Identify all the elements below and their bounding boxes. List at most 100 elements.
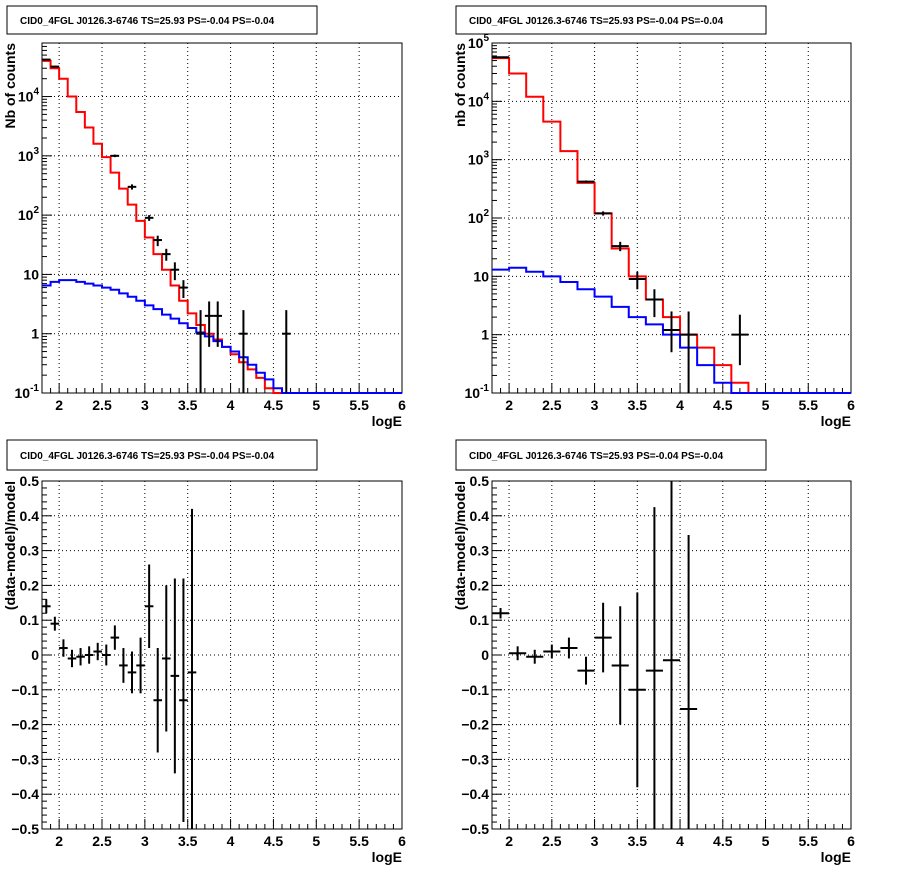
- title-box: [455, 439, 767, 471]
- y-tick-label: 0.1: [470, 612, 490, 628]
- series-source-model: [492, 266, 851, 394]
- x-axis-label: logE: [372, 413, 402, 429]
- data-point: [204, 301, 214, 347]
- y-tick-label: −0.4: [11, 786, 39, 802]
- chart-title: CID0_4FGL J0126.3-6746 TS=25.93 PS=-0.04…: [20, 16, 275, 27]
- y-axis-label: (data-model)/model: [2, 481, 18, 610]
- y-tick-label: −0.1: [461, 682, 489, 698]
- residual-point: [76, 648, 85, 666]
- x-tick-label: 4.5: [264, 833, 284, 849]
- residual-point: [628, 592, 646, 788]
- title-box: [6, 5, 318, 35]
- y-tick-label: 105: [468, 33, 490, 51]
- y-tick-label: 0.1: [20, 612, 40, 628]
- residual-point: [67, 649, 77, 668]
- x-tick-label: 3.5: [178, 833, 198, 849]
- data-point: [282, 310, 291, 393]
- y-tick-label: 102: [468, 208, 490, 226]
- x-tick-label: 3.5: [178, 397, 198, 413]
- data-point: [162, 248, 171, 261]
- x-tick-label: 2: [505, 833, 513, 849]
- x-tick-label: 4.5: [713, 833, 733, 849]
- y-tick-label: 0.4: [20, 508, 40, 524]
- y-tick-label: 0: [481, 647, 489, 663]
- data-point: [144, 215, 154, 221]
- residual-point: [543, 644, 561, 659]
- y-tick-label: −0.2: [11, 717, 39, 733]
- x-tick-label: 3: [141, 833, 149, 849]
- y-axis-label: nb of counts: [452, 43, 468, 127]
- residual-point: [594, 602, 612, 673]
- data-point: [680, 311, 698, 393]
- x-tick-label: 2: [55, 397, 63, 413]
- y-tick-label: 0.2: [470, 577, 490, 593]
- y-axis-label: Nb of counts: [2, 43, 18, 129]
- chart-panel-bottom-left: CID0_4FGL J0126.3-6746 TS=25.93 PS=-0.04…: [2, 439, 406, 865]
- y-tick-label: 103: [18, 146, 40, 164]
- y-tick-label: 1: [481, 327, 489, 343]
- data-point: [628, 271, 646, 290]
- x-tick-label: 5.5: [349, 833, 369, 849]
- residual-point: [127, 651, 137, 694]
- x-tick-label: 6: [847, 833, 855, 849]
- title-box: [6, 439, 318, 471]
- residual-point: [110, 625, 120, 650]
- x-tick-label: 2.5: [92, 833, 112, 849]
- residual-point: [93, 642, 102, 661]
- y-tick-label: 1: [31, 326, 39, 342]
- x-tick-label: 3.5: [628, 397, 648, 413]
- x-tick-label: 5.5: [349, 397, 369, 413]
- residual-point: [680, 534, 698, 829]
- data-point: [50, 65, 60, 68]
- residual-point: [645, 507, 663, 829]
- residual-point: [170, 578, 180, 774]
- x-tick-label: 6: [847, 397, 855, 413]
- x-tick-label: 3: [141, 397, 149, 413]
- data-point: [239, 310, 248, 393]
- residual-point: [611, 606, 629, 725]
- data-point: [170, 262, 180, 281]
- x-axis-label: logE: [821, 849, 851, 865]
- y-tick-label: 0: [31, 647, 39, 663]
- x-tick-label: 2: [505, 397, 513, 413]
- data-point: [662, 311, 681, 353]
- residual-point: [84, 646, 94, 664]
- residual-point: [42, 599, 51, 614]
- x-axis-label: logE: [821, 413, 851, 429]
- y-tick-label: −0.2: [461, 717, 489, 733]
- residual-point: [526, 649, 544, 664]
- residual-point: [509, 646, 527, 661]
- y-tick-label: −0.3: [461, 751, 489, 767]
- y-tick-label: 0.5: [20, 473, 40, 489]
- residual-point: [187, 508, 197, 829]
- residual-point: [179, 578, 188, 823]
- y-tick-label: 0.2: [20, 577, 40, 593]
- y-tick-label: −0.5: [11, 821, 39, 837]
- y-tick-label: 10-1: [465, 383, 490, 401]
- data-point: [213, 301, 222, 347]
- residual-point: [560, 637, 578, 659]
- x-tick-label: 5.5: [799, 397, 819, 413]
- data-point: [645, 289, 663, 318]
- x-tick-label: 5: [312, 397, 320, 413]
- residual-point: [144, 564, 154, 649]
- x-tick-label: 5: [762, 833, 770, 849]
- chart-title: CID0_4FGL J0126.3-6746 TS=25.93 PS=-0.04…: [20, 451, 275, 462]
- y-tick-label: −0.3: [11, 751, 39, 767]
- x-tick-label: 5: [762, 397, 770, 413]
- x-tick-label: 4: [676, 397, 684, 413]
- data-point: [611, 241, 629, 252]
- data-point: [179, 280, 188, 299]
- data-point: [110, 154, 120, 158]
- chart-title: CID0_4FGL J0126.3-6746 TS=25.93 PS=-0.04…: [469, 451, 724, 462]
- residual-point: [102, 644, 111, 666]
- data-point: [153, 235, 162, 247]
- x-tick-label: 5: [312, 833, 320, 849]
- y-tick-label: 10-1: [15, 383, 40, 401]
- x-tick-label: 4: [676, 833, 684, 849]
- y-tick-label: −0.5: [461, 821, 489, 837]
- x-tick-label: 3.5: [628, 833, 648, 849]
- residual-point: [162, 585, 171, 732]
- y-tick-label: 10: [23, 266, 39, 282]
